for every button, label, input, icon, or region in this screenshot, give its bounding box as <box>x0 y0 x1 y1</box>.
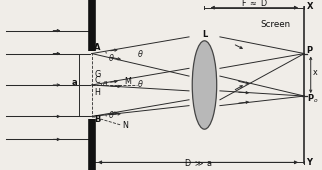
Text: G: G <box>94 70 100 79</box>
Text: P$_o$: P$_o$ <box>307 92 318 105</box>
Text: $\theta$: $\theta$ <box>108 109 115 120</box>
Text: $\theta$: $\theta$ <box>137 48 144 59</box>
Text: $\theta$: $\theta$ <box>108 52 115 63</box>
Text: F $\approx$ D: F $\approx$ D <box>241 0 268 8</box>
Text: A: A <box>94 43 100 52</box>
Text: D $\gg$ a: D $\gg$ a <box>184 157 213 168</box>
Text: B: B <box>94 115 100 124</box>
Text: N: N <box>122 121 128 130</box>
Text: L: L <box>202 30 207 39</box>
Text: Screen: Screen <box>260 20 290 29</box>
Text: C: C <box>94 76 99 85</box>
Text: Y: Y <box>307 158 313 167</box>
Text: $\theta$: $\theta$ <box>137 78 144 89</box>
Text: M: M <box>124 77 131 86</box>
Text: x: x <box>312 68 317 77</box>
Text: a: a <box>71 78 77 87</box>
Text: X: X <box>307 2 313 11</box>
Text: $\theta$: $\theta$ <box>102 79 109 88</box>
Ellipse shape <box>192 41 217 129</box>
Text: P: P <box>307 46 313 55</box>
Text: H: H <box>94 88 100 97</box>
